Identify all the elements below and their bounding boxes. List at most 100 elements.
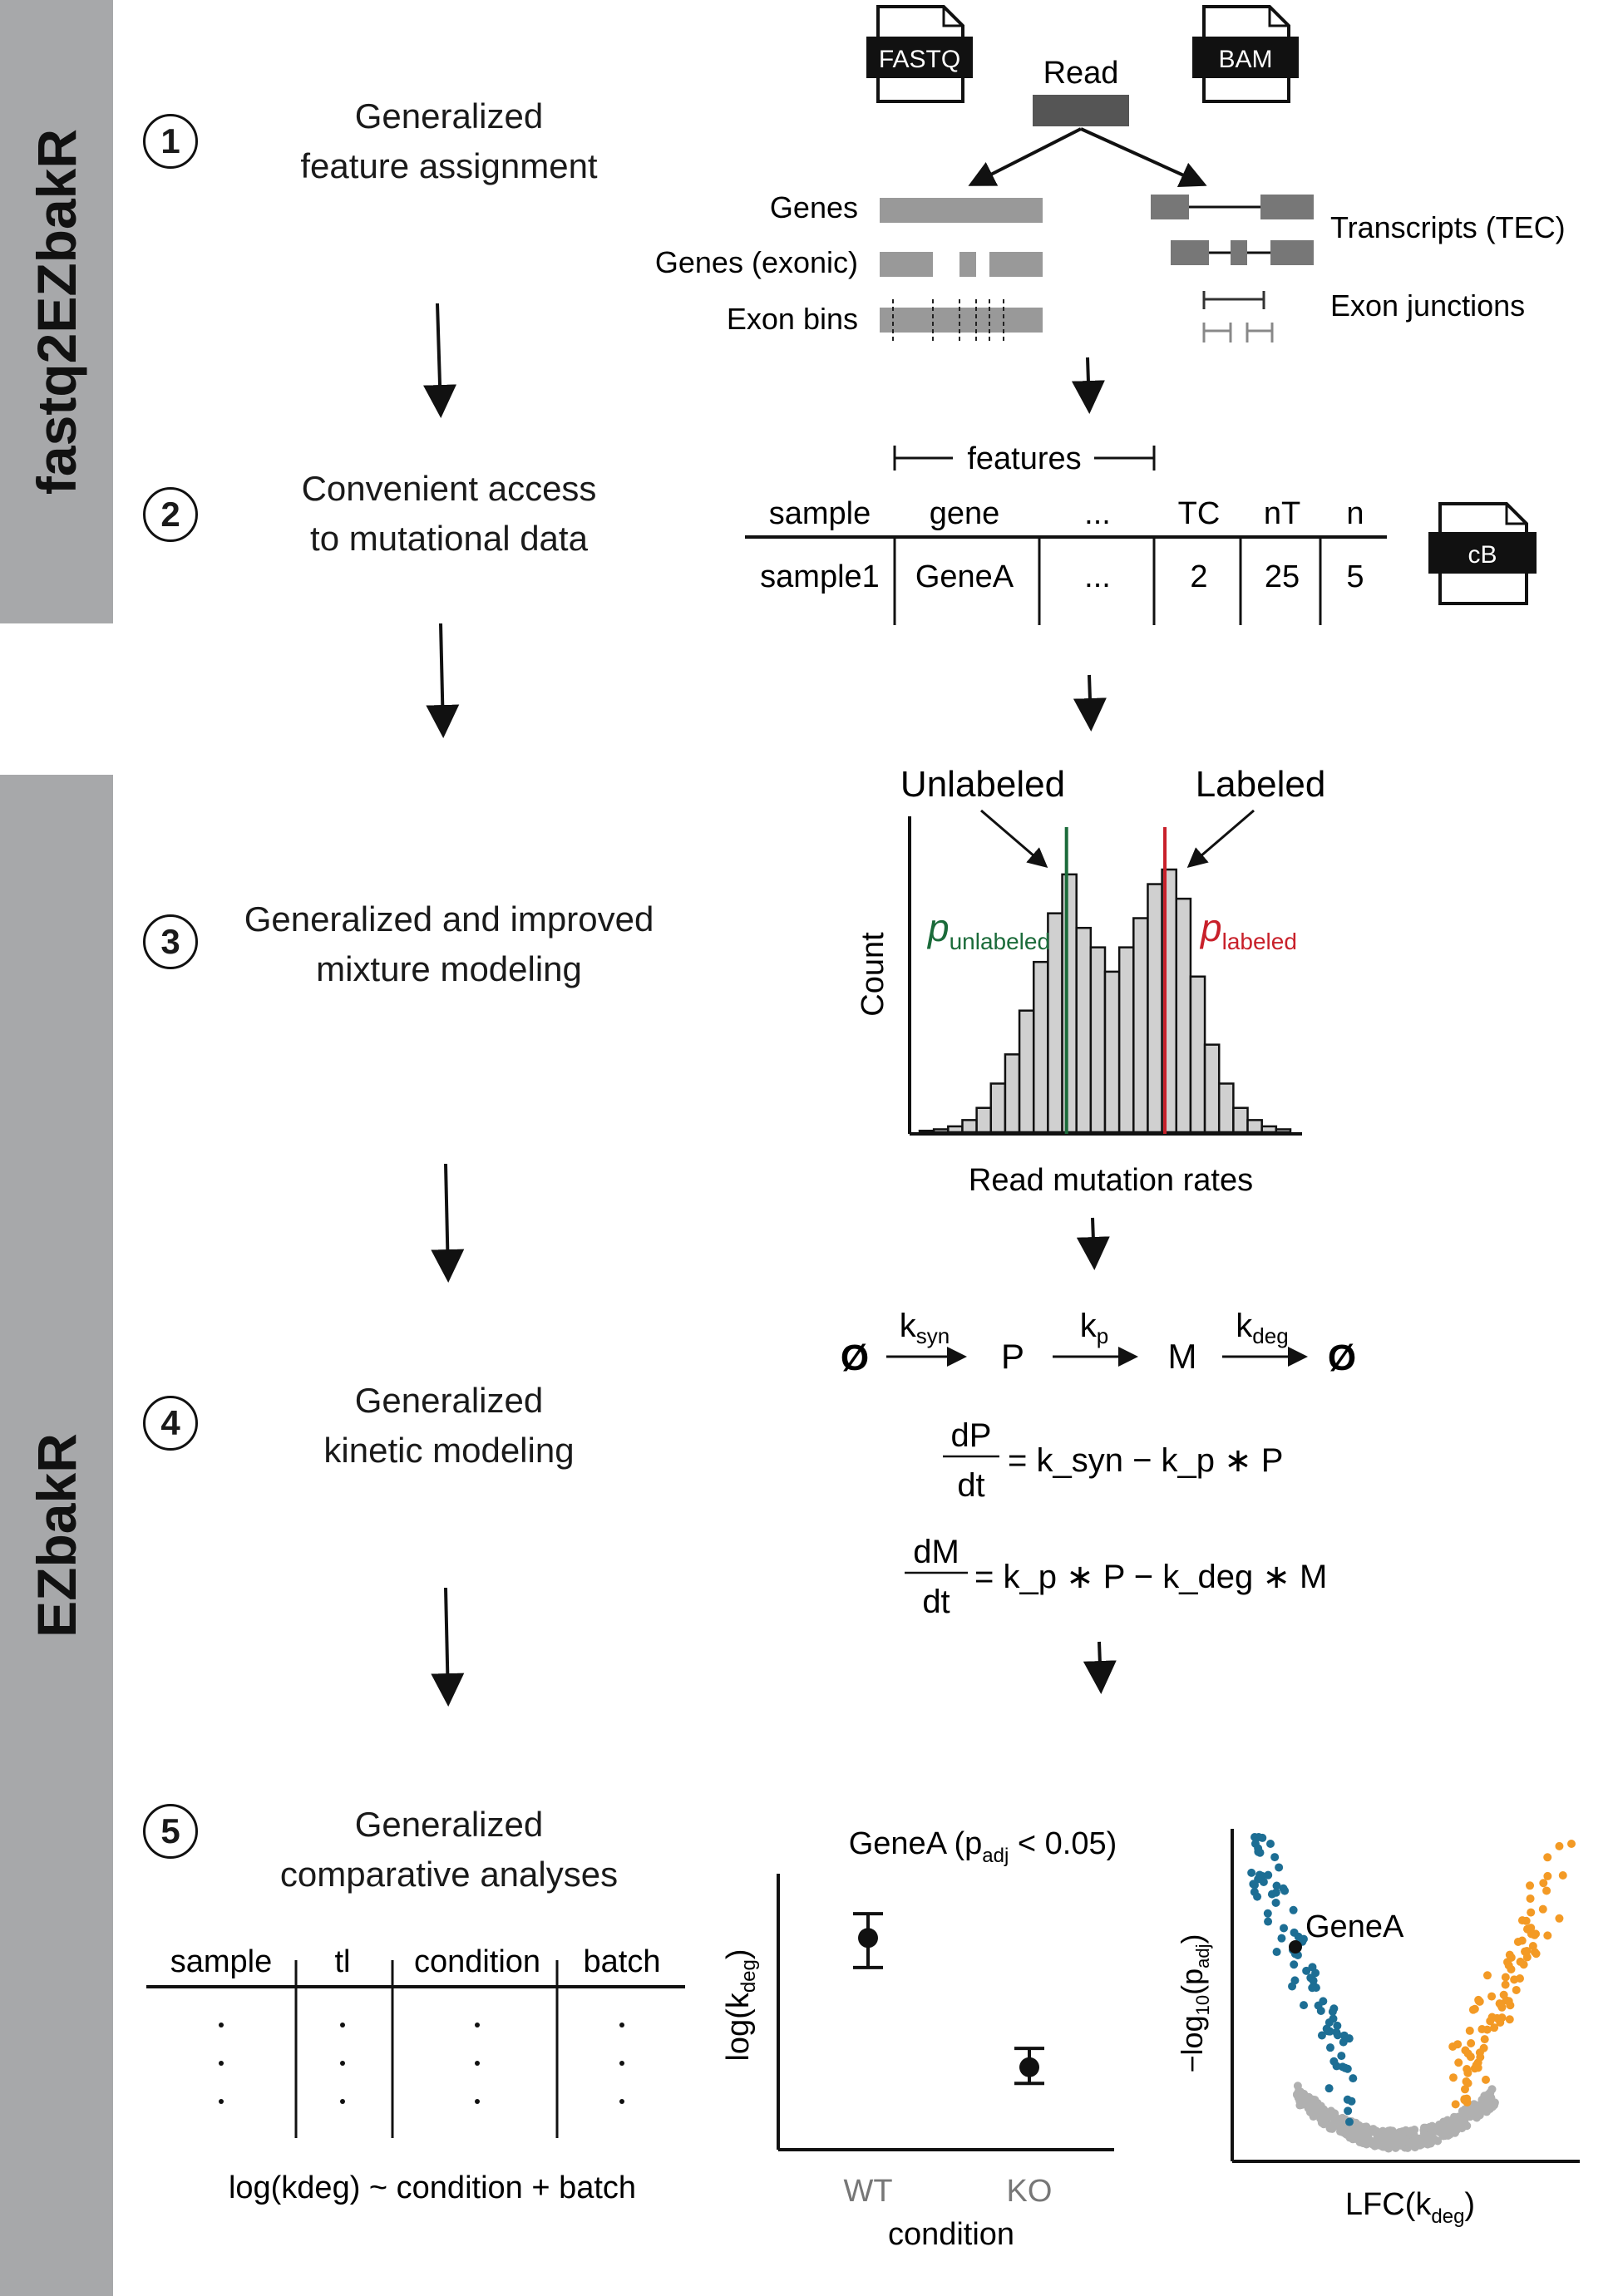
volcano-point-up [1542,1886,1551,1895]
volcano-point-down [1264,1917,1273,1926]
eq2-num: dM [913,1534,959,1570]
bam-file-icon: BAM [1192,5,1299,103]
volcano-point-ns [1313,2098,1322,2107]
volcano-points [1247,1833,1576,2153]
cb-header-tc: TC [1178,496,1221,531]
volcano-point-down [1266,1840,1275,1848]
equation-dp: dP dt = k_syn − k_p ∗ P [943,1417,1283,1504]
cb-header-dots: ... [1084,496,1111,531]
volcano-genea-point [1289,1940,1302,1954]
feature-exon-junctions-label: Exon junctions [1330,288,1525,323]
volcano-point-up [1506,2001,1515,2010]
volcano-point-up [1466,2052,1475,2062]
dotplot-marks: WT KO [843,1912,1053,2209]
step-2-number: 2 [143,487,198,542]
histogram-bar [975,1106,993,1134]
cb-header-gene: gene [930,496,1000,531]
volcano-point-up [1516,1957,1525,1966]
histogram-bar [1018,1009,1035,1134]
transcripts-bars [1151,195,1314,265]
histogram-bar [1217,1082,1235,1134]
histogram-bar [1089,946,1107,1134]
volcano-point-ns [1428,2125,1438,2134]
volcano-point-down [1328,2007,1337,2016]
rate-kdeg: kdeg [1236,1308,1288,1348]
volcano-point-up [1448,2073,1458,2082]
labeled-label: Labeled [1196,764,1326,805]
volcano-point-down [1277,1934,1286,1943]
volcano-genea-label: GeneA [1305,1909,1404,1944]
volcano-point-up [1503,1958,1512,1967]
volcano-point-down [1270,1853,1280,1862]
volcano-point-up [1527,1924,1536,1933]
volcano-point-up [1497,2001,1506,2010]
dotplot-xlabel: condition [888,2217,1014,2252]
volcano-point-down [1275,1863,1284,1872]
volcano-point-down [1344,2106,1353,2116]
step-4-title: Generalized kinetic modeling [323,1381,575,1470]
volcano-point-down [1253,1892,1262,1901]
volcano-point-ns [1416,2139,1425,2148]
histogram-bar [932,1128,950,1134]
histogram-bar [1103,970,1121,1134]
volcano-point-down [1325,2027,1334,2036]
volcano-point-ns [1439,2117,1448,2126]
histogram-xlabel: Read mutation rates [969,1163,1253,1198]
eq2-rhs: = k_p ∗ P − k_deg ∗ M [974,1559,1327,1595]
cb-table: sample gene ... TC nT n sample1 GeneA ..… [745,496,1387,625]
volcano-point-down [1299,1934,1308,1944]
volcano-ylabel: −log10(padj) [1175,1934,1213,2073]
cb-file-label: cB [1468,541,1497,569]
histogram-bar [961,1119,978,1134]
cb-cell-n: 5 [1346,559,1364,594]
histogram-ylabel: Count [856,932,890,1017]
step-3-title: Generalized and improved mixture modeling [244,899,654,988]
volcano-point-down [1332,2062,1341,2071]
step-2-title: Convenient access to mutational data [301,469,597,558]
volcano-point-down [1289,1905,1298,1914]
volcano-point-ns [1407,2126,1416,2136]
cb-file-icon: cB [1428,502,1537,605]
volcano-point-down [1343,2095,1352,2104]
volcano-point-ns [1349,2135,1358,2144]
volcano-point-ns [1342,2130,1351,2139]
dot-point [858,1928,878,1949]
eq2-den: dt [922,1584,950,1620]
flow-arrow-right-4 [1083,1641,1117,1694]
volcano-point-up [1543,1853,1552,1862]
volcano-point-up [1567,1840,1576,1848]
volcano-point-up [1527,1929,1536,1939]
p-labeled-label: plabeled [1199,906,1297,954]
cb-header-n: n [1346,496,1364,531]
volcano-point-up [1512,1985,1521,1994]
volcano-point-ns [1369,2127,1378,2136]
dotplot-ylabel: log(kdeg) [721,1949,760,2061]
fastq-file-icon: FASTQ [866,5,973,103]
histogram-bar [1032,960,1049,1134]
step-5-title: Generalized comparative analyses [279,1805,619,1894]
volcano-point-ns [1446,2119,1455,2128]
dotplot-title: GeneA (padj < 0.05) [849,1826,1117,1867]
sidebar-ezbakr: EZbakR [0,775,113,2296]
volcano-point-ns [1293,2082,1302,2091]
volcano-point-ns [1490,2101,1499,2110]
state-p: P [1001,1337,1024,1376]
volcano-point-down [1280,1924,1289,1933]
flow-arrow-left-2 [426,623,460,738]
volcano-point-down [1316,2006,1325,2015]
volcano-point-up [1480,2035,1489,2044]
histogram-bar [1189,975,1206,1134]
dot-point [1019,2057,1039,2077]
dotplot-tick-label: KO [1007,2174,1053,2209]
cb-cell-tc: 2 [1190,559,1207,594]
volcano-point-ns [1421,2123,1430,2132]
cb-header-nt: nT [1264,496,1300,531]
volcano-point-up [1507,1964,1516,1973]
volcano-point-ns [1482,2091,1492,2100]
volcano-point-ns [1294,2089,1303,2098]
volcano-point-up [1543,1931,1552,1940]
rate-kp: kp [1080,1308,1108,1348]
volcano-point-up [1482,1971,1492,1980]
volcano-point-ns [1305,2092,1314,2101]
volcano-point-down [1333,2021,1342,2030]
